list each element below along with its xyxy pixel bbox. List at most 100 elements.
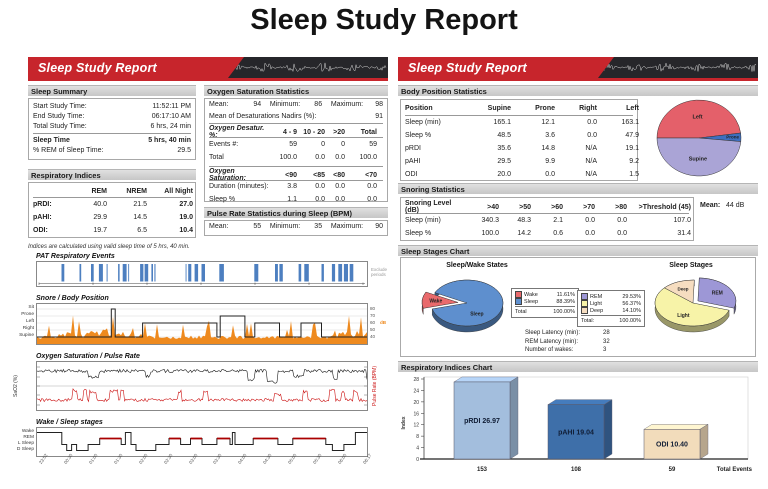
table-cell: 0.0 [367,182,377,190]
respiratory-event-bar [61,264,65,282]
pulse-rate-table: Mean: 55 Minimum: 35 Maximum: 90 [204,220,388,236]
table-row: pRDI: 40.0 21.5 27.0 [33,198,193,211]
bar-label: pRDI 26.97 [464,418,500,425]
legend-swatch [515,298,522,305]
pie-slice-label: Left [692,115,702,121]
position-label: Left [25,319,34,324]
bar [453,381,511,460]
signal-waveform-decoration [228,57,388,78]
legend-label: Light [590,300,602,307]
stat-pair: Mean: 94 [209,101,261,111]
table-cell: 29.9 [93,214,107,221]
respiratory-event-bar [98,264,103,282]
respiratory-event-bar [144,264,149,282]
table-cell: 0.6 [553,230,563,237]
table-cell: 27.0 [179,201,193,208]
nadir-label: Mean of Desaturations Nadirs (%): [209,112,317,120]
stat-row: REM Latency (min): 32 [525,339,610,347]
snore-body-position-chart [36,303,368,345]
pat-events-chart [36,261,368,287]
column-header: 10 - 20 [303,128,325,136]
pie-slice-label: REM [712,290,723,296]
table-cell: pRDI [405,145,421,152]
nadir-row: Mean of Desaturations Nadirs (%): 91 [209,111,383,121]
pie-slice [697,277,737,309]
snoring-mean-label: Mean: [700,202,721,209]
table-header-row: Position Supine Prone Right Left [405,102,639,116]
spo2-axis-label: SaO2 (%) [13,375,19,397]
hypnogram-chart [36,427,368,457]
column-header: NREM [126,187,147,195]
column-header: <90 [285,171,297,179]
table-cell: 0.0 [315,195,325,203]
legend-label: Deep [590,307,604,314]
summary-label: % REM of Sleep Time: [33,146,104,154]
table-cell: Sleep % [405,230,432,237]
sleep-wake-legend: Wake 11.61% Sleep 88.39% Total 100.00% [511,288,579,318]
pie-slice-label: Wake [429,298,442,304]
legend-label: Sleep [524,298,539,305]
respiratory-event-bar [349,264,354,282]
spo2-pulse-svg [36,366,368,406]
stat-label: Mean: [209,223,229,230]
sleep-stage-step-line [37,432,367,451]
table-cell: 40.0 [93,201,107,208]
table-header-row: Oxygen Saturation: <90 <85 <80 <70 [209,168,383,182]
column-header: <80 [333,171,345,179]
table-cell: 29.5 [497,158,511,165]
stat-value: 98 [375,101,383,108]
column-header: >50 [519,203,531,211]
position-label: Prone [21,312,34,317]
table-cell: 48.3 [517,217,531,224]
column-header: Position [405,105,433,112]
table-cell: 3.8 [287,182,297,190]
legend-value: 14.10% [622,307,641,314]
report-header-left: Sleep Study Report [28,57,388,81]
db-unit-label: dB [380,320,387,325]
respiratory-event-bar [106,264,108,282]
respiratory-event-bar [219,264,224,282]
table-row: Sleep % 1.1 0.0 0.0 0.0 [209,194,383,207]
table-cell: Sleep (min) [405,217,441,224]
table-cell: Sleep % [405,132,432,139]
hypnogram-chart-title: Wake / Sleep stages [36,419,103,426]
summary-label: End Study Time: [33,112,85,120]
pulse-rate-axis-label: Pulse Rate (BPM) [372,366,378,407]
stage-label: L Sleep [17,440,34,446]
respiratory-event-bar [154,264,156,282]
stat-label: REM Latency (min): [525,338,579,345]
summary-value: 11:52:11 PM [152,102,191,110]
respiratory-event-bar [331,264,336,282]
pie-slice [663,279,695,304]
respiratory-event-bar [122,264,127,282]
total-events-value: 59 [669,467,676,473]
table-header-row: Snoring Level (dB) >40 >50 >60 >70 >80 >Thresh… [405,200,691,214]
pie-slice [431,279,504,327]
total-events-value: 108 [571,467,582,473]
page-title: Sleep Study Report [250,4,518,36]
pat-events-chart-title: PAT Respiratory Events [36,253,115,260]
stat-value: 35 [314,223,323,230]
exclude-periods-label: Exclude periods [371,267,388,278]
summary-row: Total Study Time: 6 hrs, 24 min [33,121,191,131]
legend-row: Wake 11.61% [515,291,575,298]
pie-slice [421,291,459,309]
y-axis-title: Index [401,416,407,429]
bar-side-face [509,376,519,460]
hypnogram-svg [37,432,367,451]
bar-label: pAHI 19.04 [558,429,594,436]
table-header-row: REM NREM All Night [33,185,193,198]
sleep-wake-pie-title: Sleep/Wake States [446,262,508,269]
table-cell: 0.0 [585,230,595,237]
column-header: <85 [313,171,325,179]
report-header-title: Sleep Study Report [38,61,157,75]
table-cell: 100.0 [359,154,377,161]
y-tick-label: 0 [416,457,419,463]
respiratory-event-bar [151,264,153,282]
stat-value: 86 [314,101,323,108]
total-events-value: 153 [477,467,488,473]
divider [209,165,383,167]
stat-value: 3 [603,347,607,353]
table-cell: 21.5 [133,201,147,208]
respiratory-event-bar [194,264,199,282]
